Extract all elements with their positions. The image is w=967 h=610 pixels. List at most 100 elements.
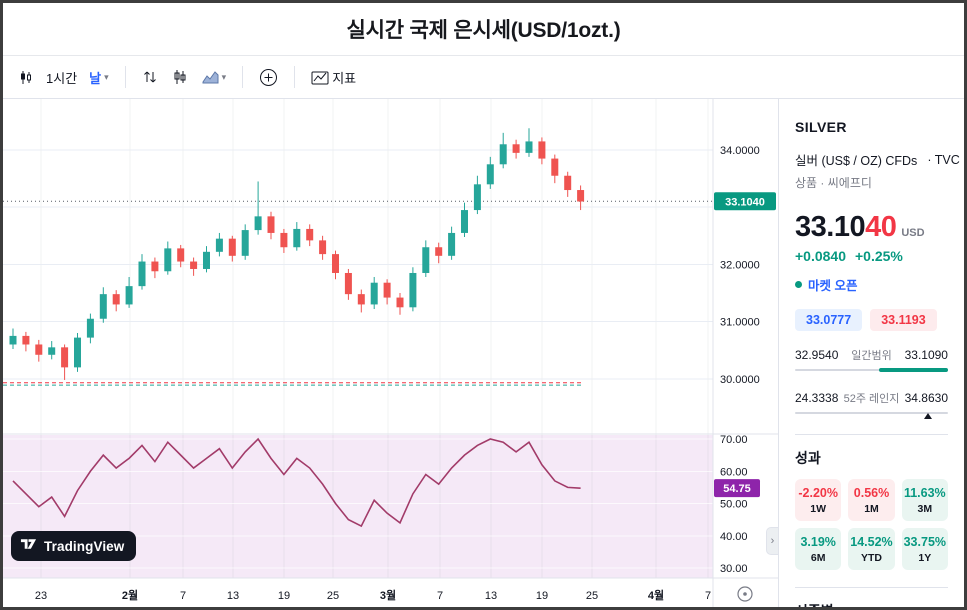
candle	[486, 164, 494, 185]
indicators-button[interactable]: 지표	[305, 64, 362, 91]
time-axis-label[interactable]: 2월	[122, 588, 138, 602]
time-axis-label[interactable]: 19	[536, 590, 548, 602]
price-main: 33.10	[795, 211, 866, 243]
toolbar-divider	[242, 66, 244, 88]
candlestick-chart-canvas[interactable]: 34.0000 32.0000 31.0000 30.0000 70.00 60.00 50…	[3, 99, 778, 607]
axis-settings-icon[interactable]	[737, 586, 753, 602]
candle	[190, 261, 198, 269]
rsi-axis-label[interactable]: 50.00	[720, 499, 748, 511]
chart-area[interactable]: 34.0000 32.0000 31.0000 30.0000 70.00 60.00 50…	[3, 99, 778, 607]
candle	[215, 238, 223, 252]
time-axis-label[interactable]: 25	[586, 590, 598, 602]
candle	[409, 272, 417, 308]
candle	[383, 282, 391, 298]
time-axis-label[interactable]: 25	[327, 590, 339, 602]
market-status-label: 마켓 오픈	[808, 279, 858, 293]
time-axis-label[interactable]: 13	[485, 590, 497, 602]
price-currency: USD	[901, 227, 925, 239]
candle	[74, 337, 81, 368]
chevron-down-icon: ▾	[221, 71, 227, 82]
price-axis-label[interactable]: 34.0000	[720, 145, 760, 157]
ask-badge: 33.1193	[870, 309, 937, 331]
plus-circle-icon[interactable]	[253, 64, 284, 91]
candle	[473, 184, 481, 211]
candle	[112, 294, 120, 305]
compare-arrows-icon[interactable]	[136, 65, 164, 89]
candle	[512, 144, 520, 153]
candle	[461, 210, 468, 233]
candle	[357, 294, 365, 305]
exchange-label: · TVC	[927, 152, 960, 167]
symbol-category: 상품 · 씨에프디	[795, 176, 872, 190]
week52-high: 34.8630	[904, 391, 948, 405]
timeframe-dropdown[interactable]: 날 ▾	[83, 64, 115, 91]
symbol-name: SILVER	[795, 119, 847, 135]
candle	[48, 347, 56, 355]
rsi-axis-label[interactable]: 40.00	[720, 531, 748, 543]
performance-grid: -2.20% 1W 0.56% 1M 11.63% 3M 3.19% 6M 14.52% YTD 3…	[795, 479, 948, 570]
time-axis-label[interactable]: 23	[35, 590, 47, 602]
candle	[22, 335, 30, 345]
rsi-axis-label[interactable]: 70.00	[720, 434, 748, 446]
candle	[61, 347, 69, 368]
candle	[241, 230, 249, 256]
candle	[35, 344, 43, 355]
change-percent: +0.25%	[855, 248, 903, 264]
symbol-description-link[interactable]: 실버 (US$ / OZ) CFDs · TVC	[795, 150, 960, 169]
toolbar-divider	[124, 66, 126, 88]
performance-title: 성과	[795, 450, 821, 466]
candle	[293, 228, 301, 248]
tradingview-logo-icon	[20, 536, 37, 557]
candle	[448, 232, 456, 256]
week52-position-marker	[923, 413, 932, 419]
price-axis-label[interactable]: 30.0000	[720, 374, 760, 386]
interval-label[interactable]: 1시간	[46, 70, 78, 86]
tradingview-logo-text: TradingView	[44, 538, 125, 554]
candle-style-icon[interactable]	[166, 65, 194, 89]
candle	[177, 248, 185, 262]
chart-toolbar: 1시간 날 ▾ ▾ 지표	[3, 56, 964, 99]
candlestick-series[interactable]	[9, 128, 585, 380]
time-axis-label[interactable]: 13	[227, 590, 239, 602]
candles-mini-icon	[13, 66, 40, 89]
main-content: 34.0000 32.0000 31.0000 30.0000 70.00 60.00 50…	[3, 99, 964, 607]
last-price-badge-label: 33.1040	[725, 196, 765, 208]
candle	[138, 261, 146, 287]
price-axis-label[interactable]: 31.0000	[720, 317, 760, 329]
area-chart-icon[interactable]: ▾	[196, 65, 233, 89]
time-axis-label[interactable]: 7	[180, 590, 186, 602]
time-axis-label[interactable]: 19	[278, 590, 290, 602]
time-axis-label[interactable]: 4월	[648, 588, 664, 602]
candle	[538, 141, 546, 159]
collapse-chevron-icon: ›	[770, 535, 775, 547]
symbol-info-sidebar: SILVER 실버 (US$ / OZ) CFDs · TVC 상품 · 씨에프…	[778, 99, 964, 607]
bid-badge: 33.0777	[795, 309, 863, 331]
candle	[267, 216, 275, 233]
candle	[319, 240, 327, 255]
tradingview-logo[interactable]: TradingView	[11, 531, 137, 561]
section-divider	[795, 434, 948, 435]
price-axis-label[interactable]: 32.0000	[720, 259, 760, 271]
candle	[151, 261, 159, 272]
candle	[551, 158, 559, 176]
seasonal-title: 시즌별	[795, 601, 948, 607]
candle	[203, 251, 210, 269]
change-absolute: +0.0840	[795, 248, 846, 264]
week52-range-bar	[795, 409, 948, 419]
candle	[99, 294, 107, 319]
week52-range-label: 52주 레인지	[843, 393, 900, 405]
time-axis-label[interactable]: 7	[705, 590, 711, 602]
rsi-axis-label[interactable]: 30.00	[720, 563, 748, 575]
candle	[125, 286, 133, 305]
time-axis-label[interactable]: 3월	[380, 588, 396, 602]
time-axis-label[interactable]: 7	[437, 590, 443, 602]
day-low: 32.9540	[795, 348, 839, 362]
day-range-values: 32.9540 일간범위 33.1090	[795, 347, 948, 363]
rsi-line	[12, 437, 581, 528]
toolbar-divider	[294, 66, 296, 88]
candle	[86, 318, 94, 338]
rsi-axis-label[interactable]: 60.00	[720, 466, 748, 478]
candle	[254, 216, 262, 231]
sidebar-collapse-button[interactable]: ›	[766, 527, 778, 555]
